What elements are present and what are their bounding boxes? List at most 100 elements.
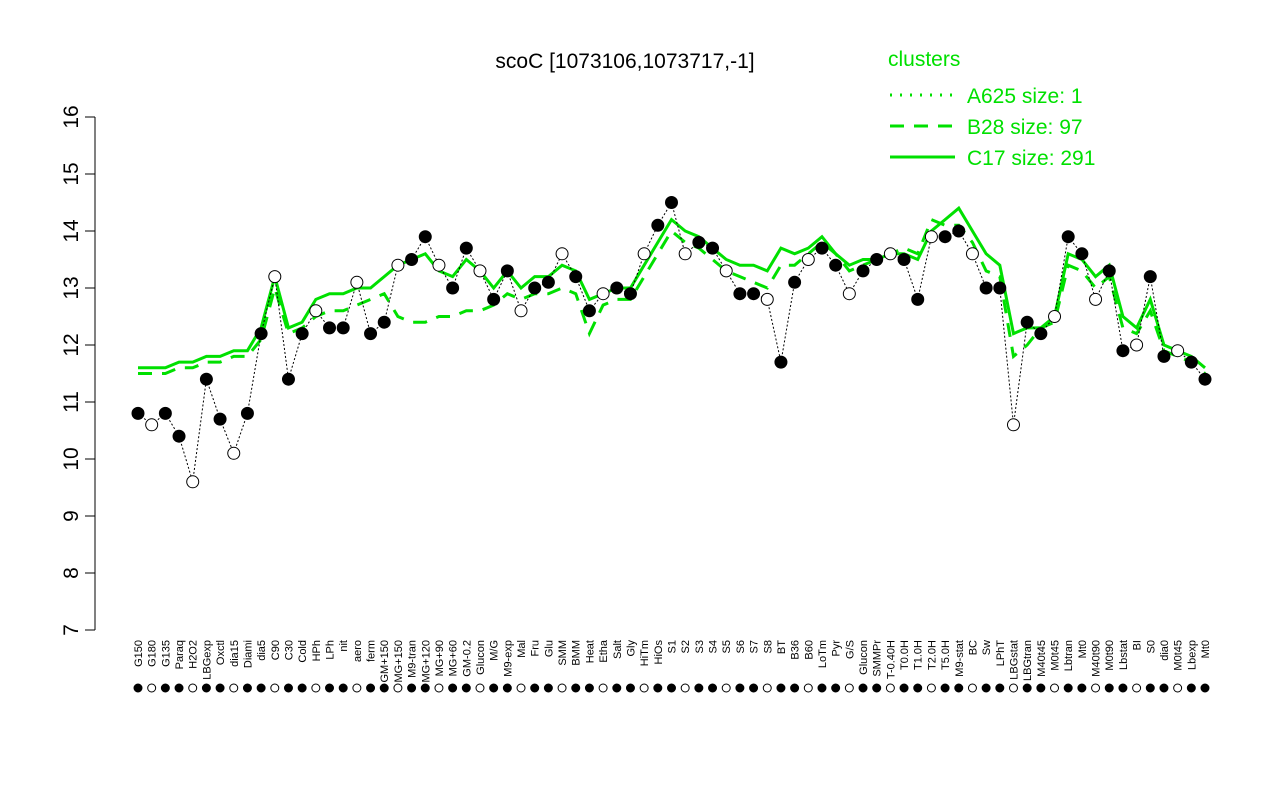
point (418, 230, 432, 244)
rug-dot (1091, 683, 1101, 693)
rug-dot (502, 683, 512, 693)
rug-dot (625, 683, 635, 693)
connector (766, 299, 782, 363)
point (760, 292, 774, 306)
x-tick-label: M9-tran (407, 640, 419, 678)
point (1006, 418, 1020, 432)
rug-dot (379, 683, 389, 693)
rug-dot (639, 683, 649, 693)
x-tick-label: MG+150 (393, 640, 405, 683)
x-tick-label: T1.0H (913, 640, 925, 670)
rug-dot (1200, 683, 1210, 693)
point (788, 275, 802, 289)
point (842, 287, 856, 301)
x-tick-label: Mt0 (1200, 640, 1212, 658)
rug-dot (1118, 683, 1128, 693)
y-tick-label: 9 (60, 510, 83, 522)
x-tick-label: Glucon (475, 640, 487, 675)
rug-dot (420, 683, 430, 693)
rug-dot (967, 683, 977, 693)
rug-dot (475, 683, 485, 693)
point (459, 241, 473, 255)
rug-dot (516, 683, 526, 693)
point (938, 230, 952, 244)
rug-dot (311, 683, 321, 693)
x-tick-label: HPh (311, 640, 323, 661)
point (350, 275, 364, 289)
connector (1054, 236, 1069, 317)
connector (684, 242, 700, 255)
point (733, 287, 747, 301)
connector (1149, 276, 1165, 357)
y-tick-label: 10 (60, 447, 83, 470)
connector (205, 379, 221, 420)
point (924, 230, 938, 244)
point (1020, 315, 1034, 329)
rug-dot (1159, 683, 1169, 693)
rug-dot (899, 683, 909, 693)
point (1157, 349, 1171, 363)
connector (452, 247, 467, 289)
connector (151, 413, 166, 426)
x-tick-label: S1 (667, 640, 679, 653)
point (295, 327, 309, 341)
rug-dot (926, 683, 936, 693)
rug-dot (803, 683, 813, 693)
connector (192, 379, 207, 482)
point (186, 475, 200, 489)
connector (370, 321, 385, 334)
y-tick-label: 15 (60, 162, 83, 185)
x-tick-label: S7 (749, 640, 761, 653)
point (528, 281, 542, 295)
point (815, 241, 829, 255)
x-tick-label: SMMPr (872, 640, 884, 677)
point (500, 264, 514, 278)
x-tick-label: Gly (625, 640, 637, 657)
point (309, 304, 323, 318)
x-tick-label: S0 (1145, 640, 1157, 653)
connector (671, 202, 686, 254)
x-tick-label: MG+60 (448, 640, 460, 676)
rug-dot (557, 683, 567, 693)
x-tick-label: Salt (612, 640, 624, 659)
point (405, 253, 419, 266)
x-tick-label: Pyr (831, 640, 843, 657)
x-tick-label: C30 (283, 640, 295, 660)
point (473, 264, 487, 278)
rug-dot (188, 683, 198, 693)
rug-dot (174, 683, 184, 693)
point (281, 372, 295, 386)
legend-title: clusters (888, 48, 960, 71)
x-tick-label: GM+150 (379, 640, 391, 683)
connector (383, 265, 399, 323)
connector (1108, 270, 1124, 351)
point (1089, 292, 1103, 306)
rug-dot (981, 683, 991, 693)
point (596, 287, 610, 301)
rug-dot (325, 683, 335, 693)
x-tick-label: M0t90 (1104, 640, 1116, 671)
point (678, 247, 692, 261)
x-tick-label: S2 (680, 640, 692, 653)
rug-dot (1104, 683, 1114, 693)
legend-label: B28 size: 97 (967, 116, 1083, 139)
connector (274, 276, 289, 380)
rug-dot (147, 683, 157, 693)
x-tick-label: MG+120 (420, 640, 432, 683)
rug-dot (133, 683, 143, 693)
point (801, 253, 815, 266)
rug-dot (831, 683, 841, 693)
x-tick-label: S4 (708, 640, 720, 653)
x-tick-label: T5.0H (940, 640, 952, 670)
rug-dot (995, 683, 1005, 693)
rug-dot (954, 683, 964, 693)
point (623, 287, 637, 301)
point (870, 253, 884, 266)
rug-dot (393, 683, 403, 693)
x-tick-label: M40t45 (1036, 640, 1048, 677)
rug-dot (242, 683, 252, 693)
point (1075, 247, 1089, 261)
y-tick-label: 13 (60, 276, 83, 299)
point (199, 372, 213, 386)
rug-dot (256, 683, 266, 693)
